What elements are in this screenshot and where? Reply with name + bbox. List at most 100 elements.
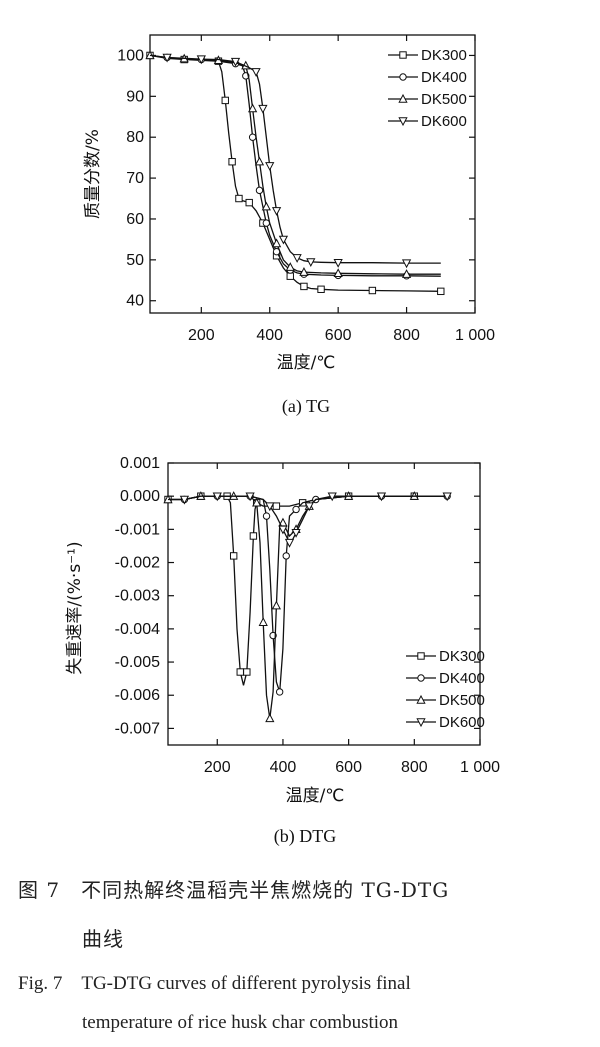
tg-ticks: 200 400 600 800 1 000 40 50 60 70 80 90 100	[117, 35, 495, 344]
dtg-data-point-dk600	[284, 538, 295, 548]
tg-y-tick-label: 100	[117, 47, 144, 64]
dtg-y-tick-label: 0.001	[120, 455, 160, 472]
figure-caption-zh-1: 图 7 不同热解终温稻壳半焦燃烧的 TG-DTG	[18, 878, 450, 902]
dtg-legend-label-dk600: DK600	[439, 714, 485, 731]
dtg-chart: 200 400 600 800 1 000 0.001 0.000 -0.001 -0.002 -…	[65, 455, 500, 847]
tg-data-point-dk600	[292, 254, 302, 263]
dtg-data-point-dk300	[272, 502, 281, 510]
tg-x-tick-label: 400	[256, 327, 283, 344]
tg-data-point-dk600	[265, 162, 275, 171]
tg-series-line-dk500	[149, 54, 441, 275]
tg-y-tick-label: 80	[126, 129, 144, 146]
tg-x-axis-label: 温度/℃	[277, 353, 336, 373]
tg-data-point-dk600	[333, 259, 343, 268]
tg-data-point-dk300	[286, 272, 294, 280]
tg-data-point-dk500	[401, 269, 412, 278]
tg-series-line-dk400	[149, 54, 441, 277]
tg-data-point-dk300	[300, 282, 308, 291]
dtg-y-tick-label: -0.007	[115, 720, 160, 737]
dtg-legend-marker-dk400	[417, 674, 425, 682]
dtg-x-tick-label: 600	[335, 759, 362, 776]
dtg-x-tick-label: 200	[204, 759, 231, 776]
tg-data-point-dk600	[306, 258, 316, 267]
dtg-x-axis-label: 温度/℃	[286, 786, 345, 806]
figure-caption-zh-2: 曲线	[82, 927, 124, 951]
tg-legend-marker-dk600	[398, 117, 408, 127]
tg-data-point-dk500	[333, 268, 343, 278]
dtg-data-point-dk600	[304, 502, 314, 512]
dtg-data-point-dk400	[292, 505, 300, 514]
dtg-legend-marker-dk300	[417, 652, 425, 660]
tg-data-point-dk500	[261, 201, 271, 211]
tg-data-point-dk300	[228, 158, 236, 166]
tg-data-point-dk300	[235, 194, 243, 203]
tg-series-line-dk600	[149, 54, 441, 264]
tg-data-point-dk500	[254, 156, 265, 166]
tg-x-tick-label: 200	[188, 327, 215, 344]
tg-x-tick-label: 1 000	[455, 327, 495, 344]
tg-legend: DK300 DK400 DK500 DK600	[388, 47, 467, 130]
dtg-data-point-dk500	[271, 600, 282, 610]
dtg-data-point-dk600	[179, 495, 190, 505]
dtg-data-point-dk600	[442, 492, 452, 502]
tg-data-point-dk500	[285, 262, 295, 271]
tg-y-tick-label: 70	[126, 170, 144, 187]
tg-y-axis-label: 质量分数/%	[83, 129, 103, 219]
dtg-data-point-dk300	[249, 532, 258, 540]
dtg-data-point-dk600	[212, 492, 222, 502]
tg-data-point-dk300	[437, 287, 445, 296]
dtg-y-tick-label: -0.006	[115, 687, 160, 704]
dtg-data-point-dk300	[229, 552, 238, 560]
tg-data-point-dk400	[262, 219, 271, 227]
tg-legend-label-dk600: DK600	[421, 113, 467, 130]
dtg-x-tick-label: 1 000	[460, 759, 500, 776]
dtg-y-tick-label: 0.000	[120, 488, 160, 505]
tg-data-point-dk600	[271, 207, 282, 216]
tg-data-point-dk300	[245, 198, 253, 207]
dtg-series-line-dk500	[168, 495, 448, 719]
tg-data-point-dk500	[299, 267, 309, 276]
dtg-legend-label-dk500: DK500	[439, 692, 485, 709]
dtg-y-tick-label: -0.005	[115, 654, 160, 671]
dtg-data-point-dk600	[245, 492, 255, 502]
tg-data-point-dk500	[248, 103, 258, 113]
tg-y-tick-label: 60	[126, 211, 144, 228]
dtg-x-tick-label: 800	[401, 759, 428, 776]
dtg-legend-marker-dk500	[416, 694, 426, 704]
tg-legend-marker-dk500	[398, 93, 408, 103]
dtg-data-point-dk400	[262, 512, 271, 520]
tg-data-point-dk500	[271, 238, 282, 248]
dtg-data-point-dk600	[291, 528, 301, 538]
tg-legend-marker-dk400	[399, 73, 407, 81]
tg-data-point-dk600	[230, 57, 241, 67]
tg-legend-label-dk400: DK400	[421, 69, 467, 86]
dtg-y-tick-label: -0.002	[115, 555, 160, 572]
tg-plot-frame	[149, 34, 476, 314]
dtg-y-tick-label: -0.003	[115, 588, 160, 605]
dtg-series-group	[163, 491, 452, 723]
dtg-data-point-dk600	[376, 492, 387, 502]
dtg-legend-label-dk400: DK400	[439, 670, 485, 687]
dtg-x-tick-label: 400	[270, 759, 297, 776]
tg-data-point-dk600	[251, 68, 261, 77]
dtg-data-point-dk500	[252, 497, 262, 507]
dtg-data-point-dk500	[265, 713, 275, 723]
figure-caption-en-2: temperature of rice husk char combustion	[82, 1012, 399, 1033]
tg-data-point-dk300	[317, 285, 325, 293]
tg-data-point-dk400	[255, 186, 264, 195]
dtg-legend: DK300 DK400 DK500 DK600	[406, 648, 485, 731]
tg-y-tick-label: 90	[126, 88, 144, 105]
dtg-y-axis-label: 失重速率/(%·s⁻¹)	[65, 541, 85, 674]
tg-x-tick-label: 800	[393, 327, 420, 344]
dtg-ticks: 200 400 600 800 1 000 0.001 0.000 -0.001 -0.002 -…	[115, 455, 500, 776]
tg-y-tick-label: 40	[126, 293, 144, 310]
tg-data-point-dk600	[162, 53, 172, 63]
dtg-data-point-dk600	[278, 525, 288, 535]
dtg-data-point-dk500	[258, 617, 268, 626]
dtg-subtitle: (b) DTG	[274, 826, 336, 847]
tg-data-point-dk300	[221, 96, 229, 105]
tg-legend-label-dk500: DK500	[421, 91, 467, 108]
dtg-series-line-dk300	[168, 495, 448, 686]
